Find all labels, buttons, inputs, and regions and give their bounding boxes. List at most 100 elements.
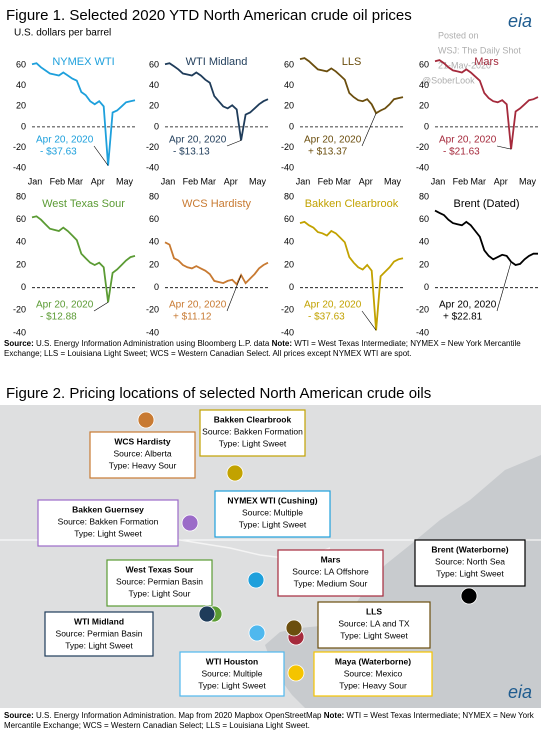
y-tick-label: -20 [416,305,429,315]
location-name: LLS [366,606,382,616]
y-tick-label: 60 [16,214,26,224]
location-name: WTI Midland [74,616,124,626]
location-name: Bakken Clearbrook [214,414,292,424]
y-tick-label: -20 [13,142,26,152]
annotation-leader [226,274,242,312]
location-box [179,651,285,697]
panel-title: WCS Hardisty [182,198,252,210]
annotation-date: Apr 20, 2020 [439,135,497,146]
y-tick-label: 0 [154,121,159,131]
y-tick-label: 0 [21,282,26,292]
y-tick-label: 20 [149,259,159,269]
panel-title: Bakken Clearbrook [305,198,399,210]
annotation-date: Apr 20, 2020 [304,300,362,311]
y-tick-label: 60 [149,214,159,224]
y-tick-label: 0 [21,121,26,131]
price-line [299,220,404,331]
location-box [106,559,213,607]
y-tick-label: -20 [416,142,429,152]
location-box [317,601,431,649]
price-line [434,209,538,266]
annotation-value: - $37.63 [308,312,345,323]
location-type: Type: Light Sweet [436,568,504,578]
location-name: Bakken Guernsey [72,504,144,514]
y-tick-label: 20 [419,259,429,269]
location-source: Source: Bakken Formation [58,516,159,526]
annotation-leader [496,261,512,312]
panel-title: Brent (Dated) [453,198,519,210]
x-tick-label: May [116,176,134,186]
y-tick-label: 0 [289,282,294,292]
y-tick-label: 0 [424,121,429,131]
annotation-date: Apr 20, 2020 [169,300,227,311]
figure1-title: Figure 1. Selected 2020 YTD North Americ… [6,7,412,24]
y-tick-label: -40 [416,162,429,172]
y-tick-label: 40 [16,80,26,90]
location-source: Source: Permian Basin [56,628,143,638]
x-tick-label: Jan [296,176,311,186]
y-tick-label: 60 [149,60,159,70]
location-box [414,539,526,587]
location-type: Type: Heavy Sour [109,460,177,470]
logo: eia [508,11,532,31]
y-tick-label: -40 [146,327,159,337]
annotation-leader [93,302,109,312]
location-type: Type: Light Sweet [74,528,142,538]
location-type: Type: Light Sour [129,588,191,598]
location-source: Source: North Sea [435,556,505,566]
x-tick-label: Jan [431,176,446,186]
location-type: Type: Heavy Sour [339,680,407,690]
y-tick-label: 40 [284,237,294,247]
location-name: WCS Hardisty [114,436,170,446]
location-box [199,409,306,457]
annotation-value: - $13.13 [173,147,210,158]
y-tick-label: 0 [289,121,294,131]
annotation-date: Apr 20, 2020 [439,300,497,311]
location-source: Source: LA and TX [338,618,410,628]
location-box [37,499,179,547]
figure2-note: Source: U.S. Energy Information Administ… [4,711,537,730]
y-tick-label: 80 [284,191,294,201]
y-tick-label: 60 [284,60,294,70]
location-name: Maya (Waterborne) [335,656,411,666]
location-type: Type: Light Sweet [239,519,307,529]
location-box [44,611,154,657]
x-tick-label: Feb [453,176,469,186]
location-marker [248,624,266,642]
y-tick-label: 60 [419,60,429,70]
location-box [277,549,384,597]
source-label: Source: [4,711,34,720]
figure2-title: Figure 2. Pricing locations of selected … [6,385,431,402]
annotation-value: - $37.63 [40,147,77,158]
location-source: Source: Permian Basin [116,576,203,586]
x-tick-label: Feb [50,176,66,186]
location-marker [247,571,265,589]
y-tick-label: 20 [419,101,429,111]
y-tick-label: 40 [419,80,429,90]
y-tick-label: -20 [281,305,294,315]
y-tick-label: 20 [16,259,26,269]
annotation-leader [361,113,377,147]
y-tick-label: 60 [419,214,429,224]
location-source: Source: LA Offshore [292,566,369,576]
source-label: Source: [4,339,34,348]
location-type: Type: Light Sweet [65,640,133,650]
location-name: West Texas Sour [126,564,194,574]
y-tick-label: 20 [16,101,26,111]
x-tick-label: Feb [318,176,334,186]
location-box [313,651,433,697]
location-marker [198,605,216,623]
x-tick-label: May [249,176,267,186]
y-tick-label: -40 [146,162,159,172]
x-tick-label: Jan [161,176,176,186]
panel-title: West Texas Sour [42,198,125,210]
location-type: Type: Light Sweet [340,630,408,640]
x-tick-label: May [519,176,537,186]
y-tick-label: 40 [149,237,159,247]
watermark: Posted on [438,30,479,40]
figure1-note: Source: U.S. Energy Information Administ… [4,339,537,358]
x-tick-label: Apr [359,176,373,186]
annotation-date: Apr 20, 2020 [304,135,362,146]
y-tick-label: 20 [284,101,294,111]
